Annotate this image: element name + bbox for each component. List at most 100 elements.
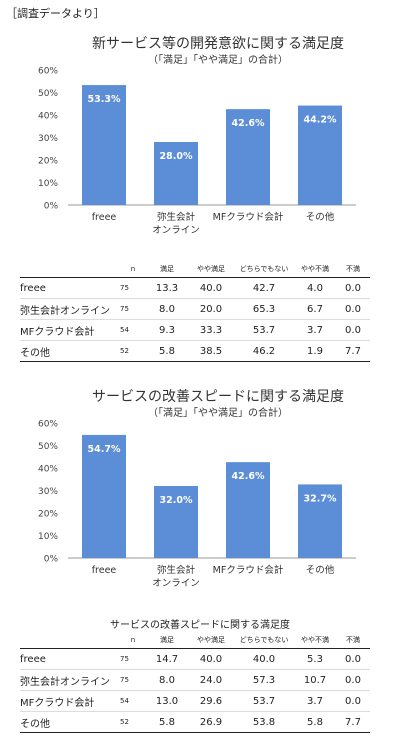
value-cell: 3.7 bbox=[294, 690, 336, 712]
sample-size-cell: 75 bbox=[120, 277, 146, 299]
bar bbox=[226, 462, 270, 558]
value-cell: 1.9 bbox=[294, 340, 336, 362]
value-cell: 20.0 bbox=[188, 298, 234, 320]
y-tick-label: 10% bbox=[38, 179, 58, 189]
value-cell: 57.3 bbox=[234, 669, 294, 691]
sample-size-cell: 52 bbox=[120, 711, 146, 733]
column-header: やや満足 bbox=[188, 633, 234, 649]
bar-value-label: 44.2% bbox=[304, 115, 337, 126]
table-row: MFクラウド会計 54 9.3 33.3 53.7 3.7 0.0 bbox=[20, 319, 370, 341]
y-tick-label: 60% bbox=[38, 67, 58, 77]
x-tick-label: freee bbox=[92, 565, 117, 576]
column-header: 満足 bbox=[146, 633, 188, 649]
value-cell: 40.0 bbox=[188, 648, 234, 670]
table-header-row: n 満足 やや満足 どちらでもない やや不満 不満 bbox=[20, 633, 370, 649]
source-note: ［調査データより］ bbox=[6, 7, 105, 20]
value-cell: 8.0 bbox=[146, 669, 188, 691]
sample-size-cell: 75 bbox=[120, 648, 146, 670]
x-tick-label: 弥生会計 bbox=[157, 211, 196, 223]
bar-chart-svg: サービスの改善スピードに関する満足度（「満足」「やや満足」の合計） 0% 10% 20… bbox=[38, 389, 356, 589]
value-cell: 24.0 bbox=[188, 669, 234, 691]
value-cell: 0.0 bbox=[336, 648, 370, 670]
chart-development-satisfaction: 新サービス等の開発意欲に関する満足度 （「満足」「やや満足」の合計） 0% 10% 20… bbox=[0, 28, 400, 260]
value-cell: 46.2 bbox=[234, 340, 294, 362]
value-cell: 0.0 bbox=[336, 319, 370, 341]
value-cell: 14.7 bbox=[146, 648, 188, 670]
value-cell: 0.0 bbox=[336, 277, 370, 299]
table-row: freee 75 13.3 40.0 42.7 4.0 0.0 bbox=[20, 277, 370, 299]
value-cell: 53.7 bbox=[234, 690, 294, 712]
row-label: freee bbox=[20, 648, 120, 670]
value-cell: 8.0 bbox=[146, 298, 188, 320]
column-header: 満足 bbox=[146, 262, 188, 278]
y-tick-label: 20% bbox=[38, 510, 58, 520]
chart-subtitle: （「満足」「やや満足」の合計） bbox=[148, 53, 288, 66]
sample-size-cell: 54 bbox=[120, 319, 146, 341]
y-tick-label: 60% bbox=[38, 420, 58, 430]
bar-chart-svg: 新サービス等の開発意欲に関する満足度（「満足」「やや満足」の合計） 0% 10% 20… bbox=[38, 35, 356, 236]
table-row: MFクラウド会計 54 13.0 29.6 53.7 3.7 0.0 bbox=[20, 690, 370, 712]
bar bbox=[82, 434, 126, 558]
sample-size-cell: 75 bbox=[120, 669, 146, 691]
bar bbox=[154, 142, 198, 205]
y-tick-label: 40% bbox=[38, 465, 58, 475]
column-header: やや不満 bbox=[294, 262, 336, 278]
value-cell: 53.8 bbox=[234, 711, 294, 733]
value-cell: 3.7 bbox=[294, 319, 336, 341]
bar bbox=[154, 486, 198, 558]
x-tick-label: オンライン bbox=[152, 225, 200, 236]
table-row: freee 75 14.7 40.0 40.0 5.3 0.0 bbox=[20, 648, 370, 670]
bar-value-label: 53.3% bbox=[88, 94, 121, 105]
y-tick-label: 10% bbox=[38, 532, 58, 542]
x-tick-label: MFクラウド会計 bbox=[213, 211, 284, 223]
row-label: 弥生会計オンライン bbox=[20, 669, 120, 691]
bar bbox=[298, 484, 342, 558]
value-cell: 5.3 bbox=[294, 648, 336, 670]
table-header-row: n 満足 やや満足 どちらでもない やや不満 不満 bbox=[20, 262, 370, 278]
column-header: n bbox=[120, 633, 146, 649]
y-tick-label: 50% bbox=[38, 89, 58, 99]
value-cell: 4.0 bbox=[294, 277, 336, 299]
row-label: freee bbox=[20, 277, 120, 299]
value-cell: 13.0 bbox=[146, 690, 188, 712]
row-label: MFクラウド会計 bbox=[20, 319, 120, 341]
value-cell: 0.0 bbox=[336, 669, 370, 691]
bar bbox=[298, 105, 342, 205]
column-header: 不満 bbox=[336, 633, 370, 649]
column-header: 不満 bbox=[336, 262, 370, 278]
column-header bbox=[20, 633, 120, 649]
value-cell: 13.3 bbox=[146, 277, 188, 299]
sample-size-cell: 54 bbox=[120, 690, 146, 712]
table-row: その他 52 5.8 38.5 46.2 1.9 7.7 bbox=[20, 340, 370, 362]
chart-title: サービスの改善スピードに関する満足度 bbox=[92, 389, 344, 405]
value-cell: 10.7 bbox=[294, 669, 336, 691]
table-row: 弥生会計オンライン 75 8.0 24.0 57.3 10.7 0.0 bbox=[20, 669, 370, 691]
table-development-satisfaction: n 満足 やや満足 どちらでもない やや不満 不満 freee 75 13.3 40.0 42.7 4… bbox=[20, 262, 370, 362]
row-label: その他 bbox=[20, 711, 120, 733]
bar-value-label: 42.6% bbox=[232, 118, 265, 129]
value-cell: 7.7 bbox=[336, 340, 370, 362]
value-cell: 9.3 bbox=[146, 319, 188, 341]
bar-value-label: 28.0% bbox=[160, 151, 193, 162]
column-header: n bbox=[120, 262, 146, 278]
value-cell: 7.7 bbox=[336, 711, 370, 733]
value-cell: 40.0 bbox=[188, 277, 234, 299]
y-tick-label: 50% bbox=[38, 442, 58, 452]
y-tick-label: 30% bbox=[38, 487, 58, 497]
table-row: その他 52 5.8 26.9 53.8 5.8 7.7 bbox=[20, 711, 370, 733]
value-cell: 33.3 bbox=[188, 319, 234, 341]
table-improvement-speed-satisfaction: n 満足 やや満足 どちらでもない やや不満 不満 freee 75 14.7 40.0 40.0 5… bbox=[20, 633, 370, 733]
value-cell: 0.0 bbox=[336, 690, 370, 712]
sample-size-cell: 75 bbox=[120, 298, 146, 320]
bar-value-label: 32.0% bbox=[160, 495, 193, 506]
row-label: 弥生会計オンライン bbox=[20, 298, 120, 320]
bar-value-label: 32.7% bbox=[304, 493, 337, 504]
column-header: やや不満 bbox=[294, 633, 336, 649]
table-title: サービスの改善スピードに関する満足度 bbox=[110, 620, 290, 631]
value-cell: 6.7 bbox=[294, 298, 336, 320]
chart-improvement-speed-satisfaction: サービスの改善スピードに関する満足度 （「満足」「やや満足」の合計） 0% 10% 20… bbox=[0, 381, 400, 613]
bar bbox=[226, 109, 270, 205]
x-tick-label: freee bbox=[92, 212, 117, 223]
value-cell: 65.3 bbox=[234, 298, 294, 320]
bar-value-label: 42.6% bbox=[232, 471, 265, 482]
